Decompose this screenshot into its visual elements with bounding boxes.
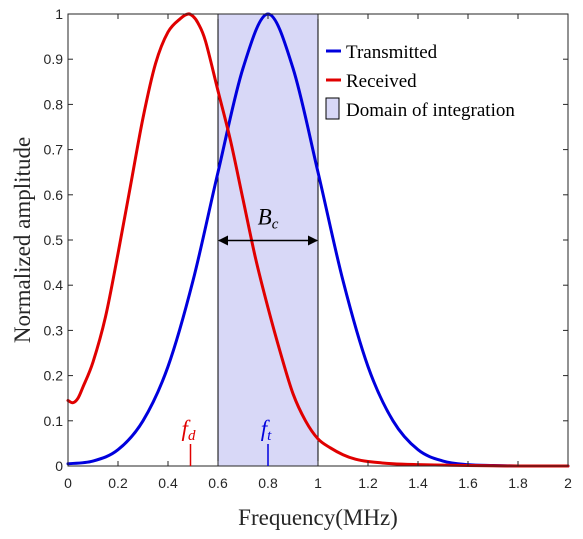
y-tick-label: 0.8: [44, 96, 64, 112]
y-tick-label: 0.5: [44, 232, 64, 248]
x-tick-label: 1.2: [358, 475, 378, 491]
legend-label-transmitted: Transmitted: [346, 42, 438, 63]
marker-ft-label: ft: [261, 416, 272, 444]
frequency-markers: fd ft: [182, 416, 272, 466]
legend-swatch-domain: [325, 97, 340, 120]
plot-area: [66, 12, 570, 468]
x-tick-label: 0.2: [108, 475, 128, 491]
series-line-received: [66, 12, 570, 468]
bandwidth-annotation: Bc: [218, 205, 318, 246]
x-tick-label: 0.6: [208, 475, 228, 491]
y-tick-label: 0.4: [44, 277, 64, 293]
x-tick-label: 2: [564, 475, 572, 491]
y-tick-label: 0.1: [44, 413, 64, 429]
x-axis-ticks: 0 0.2 0.4 0.6 0.8 1 1.2 1.4 1.6 1.8 2: [64, 14, 572, 491]
y-tick-label: 0.9: [44, 51, 64, 67]
legend: Transmitted Received Domain of integrati…: [325, 42, 515, 121]
x-tick-label: 1.8: [508, 475, 528, 491]
x-tick-label: 0.8: [258, 475, 278, 491]
y-axis-title: Normalized amplitude: [10, 137, 35, 343]
x-tick-label: 0: [64, 475, 72, 491]
marker-fd: fd: [182, 416, 196, 466]
y-tick-label: 0: [55, 458, 63, 474]
y-tick-label: 1: [55, 6, 63, 22]
legend-item-received: Received: [326, 71, 417, 92]
legend-label-domain: Domain of integration: [346, 100, 515, 121]
series-layer: [66, 12, 570, 468]
x-tick-label: 1: [314, 475, 322, 491]
marker-fd-label: fd: [182, 416, 196, 444]
y-axis-ticks: 0 0.1 0.2 0.3 0.4 0.5 0.6 0.7 0.8 0.9 1: [44, 6, 568, 474]
y-tick-label: 0.3: [44, 322, 64, 338]
y-tick-label: 0.6: [44, 187, 64, 203]
x-tick-label: 1.6: [458, 475, 478, 491]
y-tick-label: 0.7: [44, 142, 64, 158]
x-tick-label: 0.4: [158, 475, 178, 491]
legend-item-domain: Domain of integration: [325, 97, 515, 121]
x-axis-title: Frequency(MHz): [238, 505, 398, 530]
legend-item-transmitted: Transmitted: [326, 42, 438, 63]
legend-label-received: Received: [346, 71, 417, 92]
x-tick-label: 1.4: [408, 475, 428, 491]
marker-ft: ft: [261, 416, 272, 466]
y-tick-label: 0.2: [44, 368, 64, 384]
bandwidth-label: Bc: [258, 205, 279, 233]
